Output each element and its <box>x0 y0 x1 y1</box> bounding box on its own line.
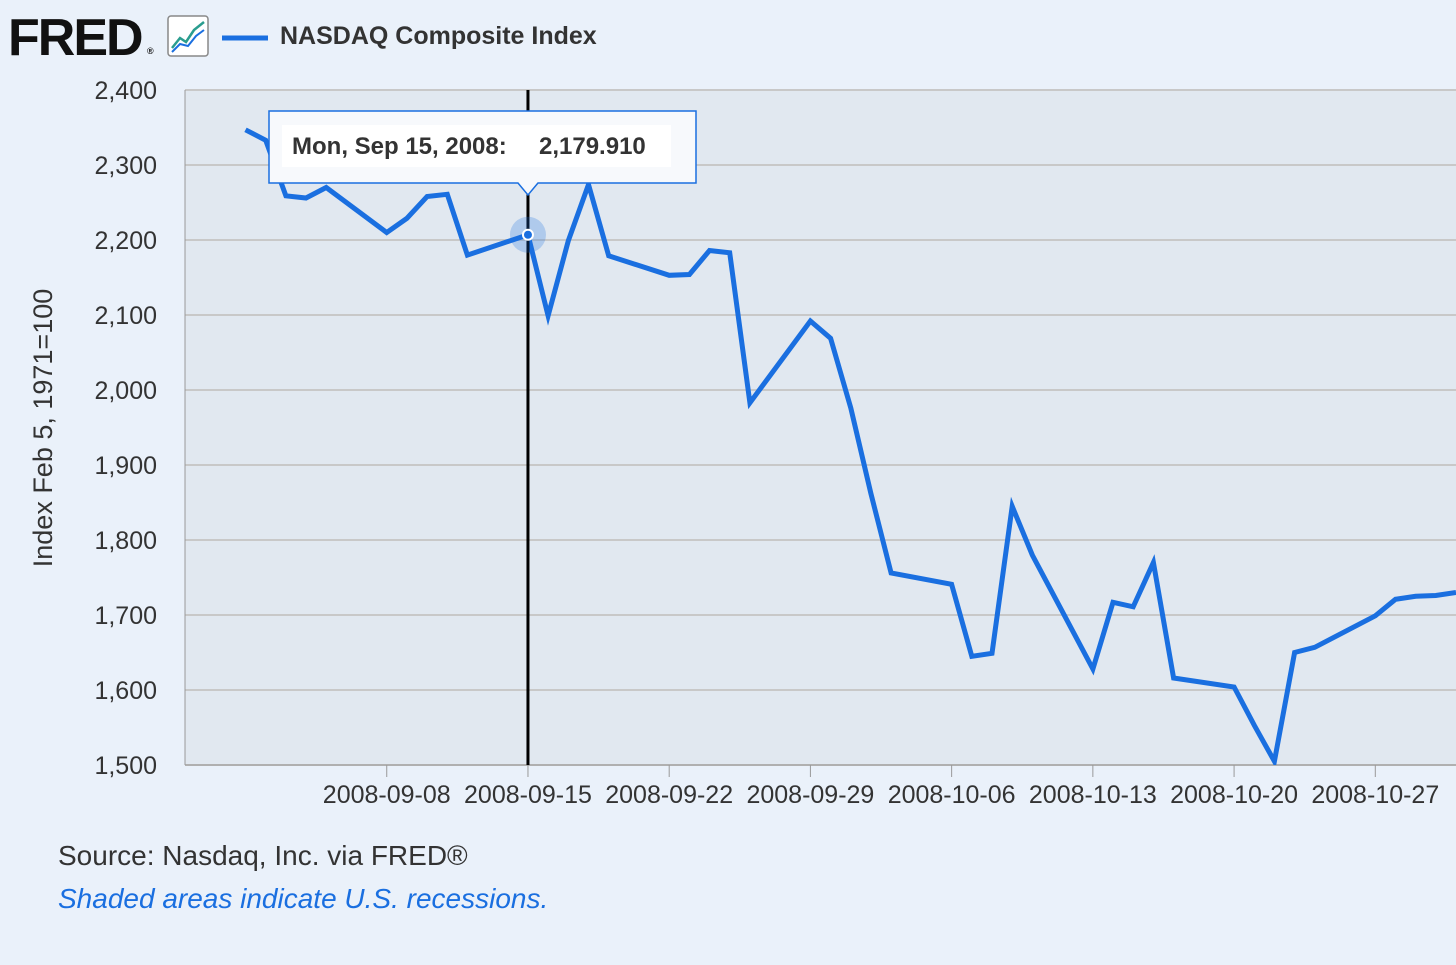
y-tick-label: 2,200 <box>94 227 157 255</box>
legend[interactable]: NASDAQ Composite Index <box>222 22 597 50</box>
x-tick-label: 2008-09-08 <box>323 781 451 809</box>
series-layer[interactable] <box>244 127 1456 765</box>
y-tick-label: 1,800 <box>94 527 157 555</box>
x-tick-label: 2008-09-22 <box>605 781 733 809</box>
tooltip-date: Mon, Sep 15, 2008: <box>292 133 507 160</box>
y-tick-label: 1,900 <box>94 452 157 480</box>
fred-registered-mark: ® <box>147 46 154 56</box>
x-tick-label: 2008-09-15 <box>464 781 592 809</box>
x-tick-label: 2008-09-29 <box>746 781 874 809</box>
recession-note: Shaded areas indicate U.S. recessions. <box>58 883 549 914</box>
y-axis-title: Index Feb 5, 1971=100 <box>28 289 58 567</box>
x-tick-label: 2008-10-20 <box>1170 781 1298 809</box>
x-tick-label: 2008-10-27 <box>1311 781 1439 809</box>
source-text: Source: Nasdaq, Inc. via FRED® <box>58 840 468 871</box>
plot-area <box>185 90 1456 765</box>
y-tick-label: 2,400 <box>94 77 157 105</box>
y-tick-label: 1,600 <box>94 677 157 705</box>
tooltip: Mon, Sep 15, 2008: 2,179.910 <box>268 110 697 197</box>
hover-point[interactable] <box>521 228 534 241</box>
tooltip-inner <box>282 125 671 167</box>
fred-logo[interactable]: FRED ® <box>8 9 154 67</box>
hover-layer: Mon, Sep 15, 2008: 2,179.910 <box>268 90 697 765</box>
y-tick-label: 2,000 <box>94 377 157 405</box>
y-tick-label: 1,500 <box>94 752 157 780</box>
y-tick-label: 2,100 <box>94 302 157 330</box>
y-tick-label: 1,700 <box>94 602 157 630</box>
y-axis-ticks: 1,500 1,600 1,700 1,800 1,900 2,000 2,100 2,200… <box>94 77 157 780</box>
legend-label: NASDAQ Composite Index <box>280 22 597 50</box>
tooltip-value: 2,179.910 <box>539 133 646 160</box>
x-tick-label: 2008-10-13 <box>1029 781 1157 809</box>
fred-logo-text: FRED <box>8 9 142 67</box>
x-axis-ticks: 2008-09-08 2008-09-15 2008-09-22 2008-09-29… <box>323 765 1439 809</box>
series-line[interactable] <box>244 127 1456 765</box>
graph-icon <box>167 15 209 57</box>
x-tick-label: 2008-10-06 <box>888 781 1016 809</box>
y-tick-label: 2,300 <box>94 152 157 180</box>
